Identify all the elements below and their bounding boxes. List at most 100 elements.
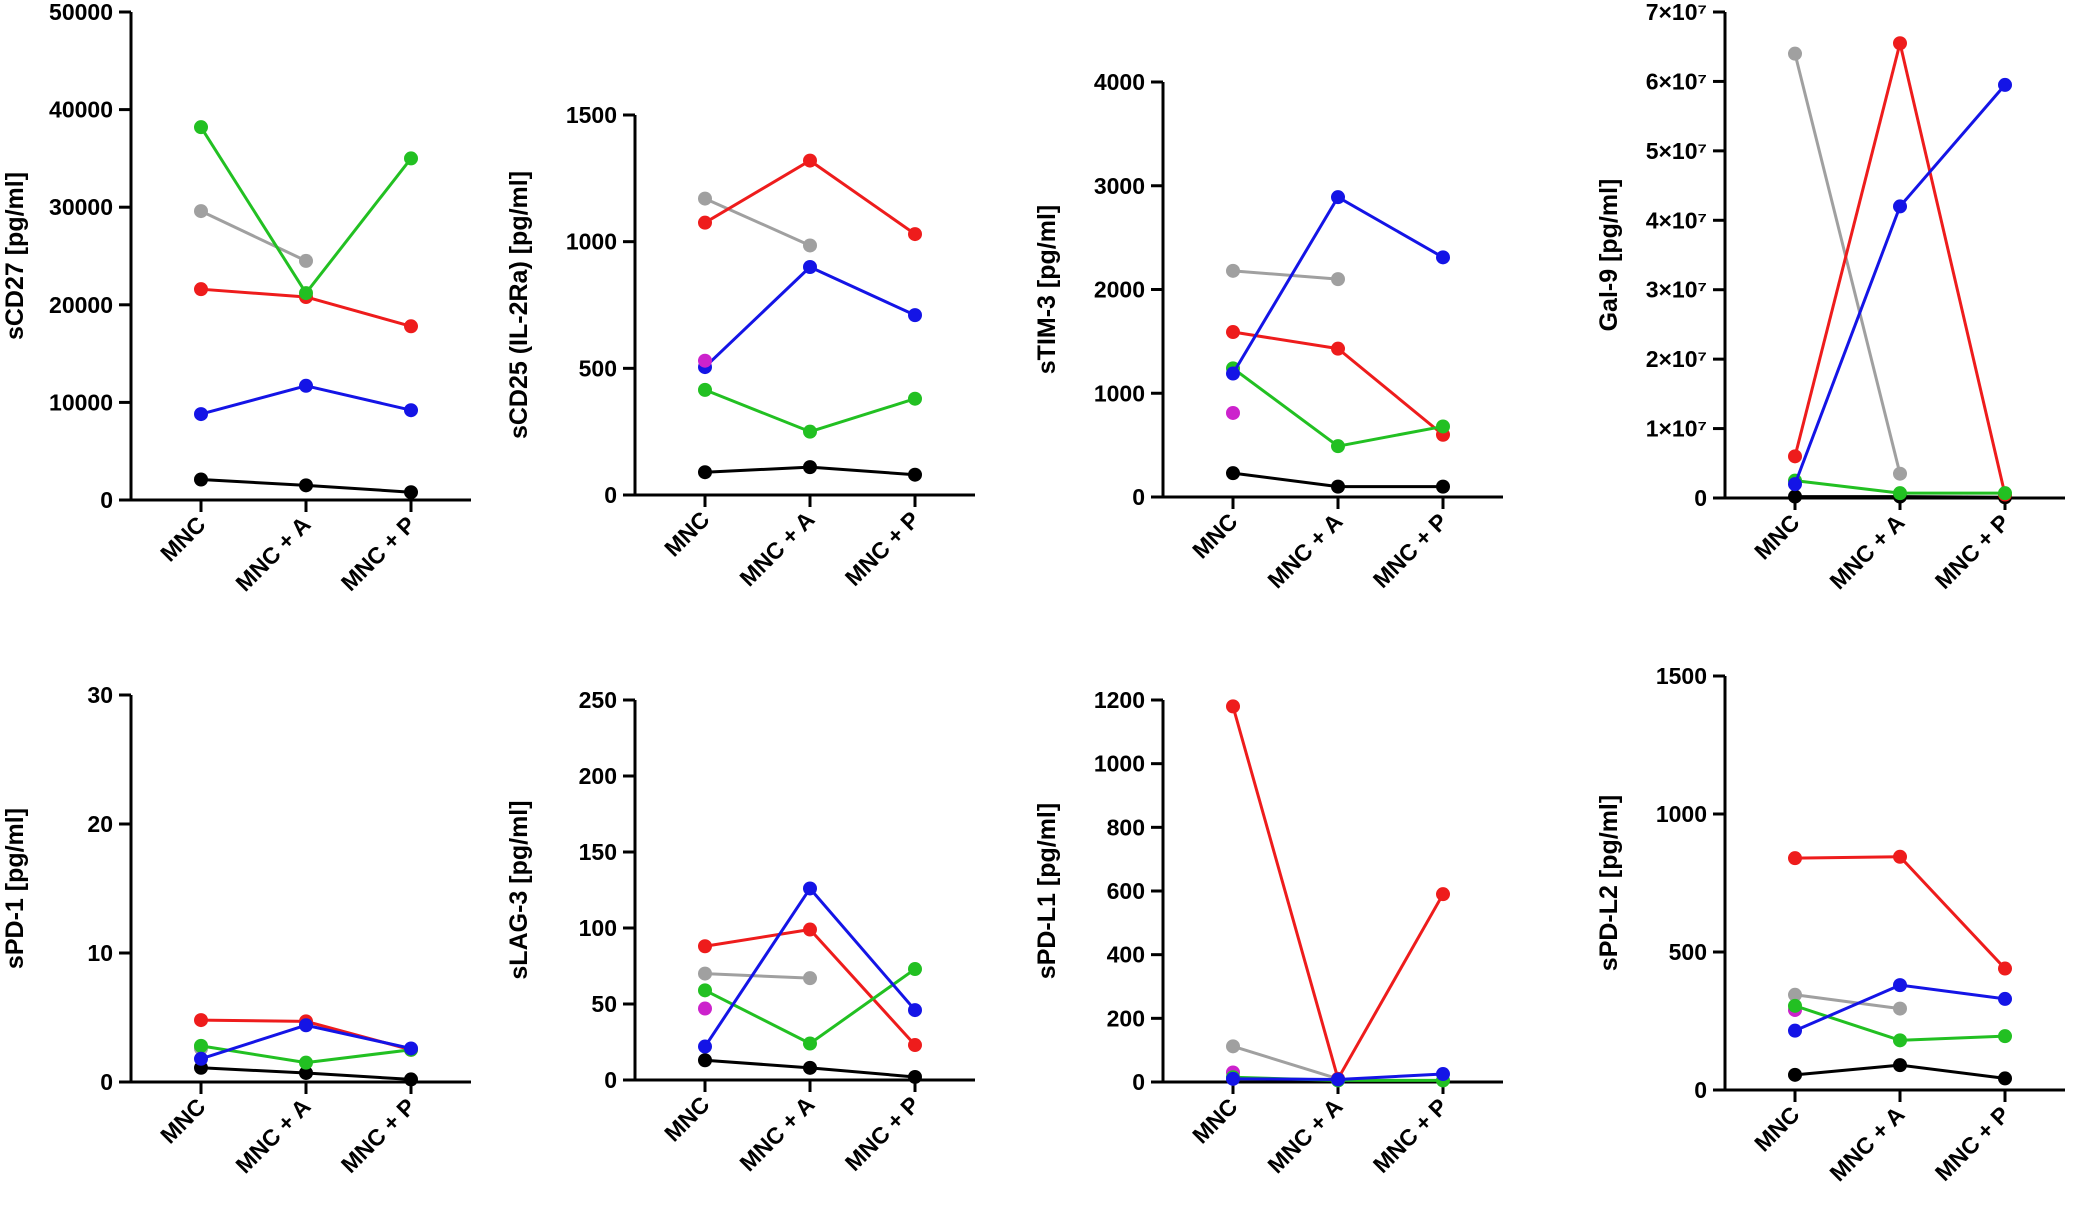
- data-point: [698, 1039, 712, 1054]
- series-black: [698, 460, 922, 482]
- data-point: [1998, 77, 2012, 92]
- y-tick-label: 0: [1694, 485, 1707, 511]
- series-line-segment: [704, 159, 811, 224]
- series-line-segment: [1337, 1072, 1444, 1081]
- series-red: [698, 153, 922, 242]
- data-point: [1436, 887, 1450, 902]
- y-tick-label: 2×10⁷: [1646, 346, 1707, 372]
- y-tick-label: 500: [1669, 939, 1707, 965]
- data-point: [1998, 961, 2012, 976]
- series-green: [1226, 361, 1450, 454]
- y-tick-label: 1000: [1094, 751, 1145, 777]
- series-line-segment: [809, 967, 916, 1045]
- y-tick-label: 4000: [1094, 69, 1145, 95]
- series-line-segment: [1232, 330, 1339, 351]
- series-line-segment: [1232, 367, 1339, 448]
- series-line-segment: [1794, 1063, 1901, 1077]
- series-grey: [698, 191, 817, 253]
- series-line-segment: [1794, 479, 1901, 495]
- series-line-segment: [305, 384, 412, 412]
- series-line-segment: [1337, 195, 1444, 259]
- series-green: [194, 120, 418, 301]
- x-tick-label: MNC + P: [336, 511, 421, 596]
- series-green: [1788, 473, 2012, 501]
- series-line-segment: [1899, 1063, 2006, 1080]
- chart-panel-3: 0 1000 2000 3000 4000 MNC MNC + A MNC + P sTIM-3…: [1033, 69, 1503, 593]
- data-point: [404, 1072, 418, 1087]
- y-tick-label: 0: [1132, 1069, 1145, 1095]
- data-point: [1226, 263, 1240, 278]
- series-line-segment: [809, 465, 916, 477]
- data-point: [1893, 1033, 1907, 1048]
- series-green: [698, 382, 922, 439]
- y-axis-title: sTIM-3 [pg/ml]: [1033, 205, 1061, 374]
- data-point: [1226, 466, 1240, 481]
- series-magenta: [698, 1001, 712, 1016]
- series-line-segment: [200, 1023, 307, 1061]
- x-tick-label: MNC + A: [1262, 508, 1347, 593]
- data-point: [299, 1065, 313, 1080]
- series-line-segment: [808, 928, 917, 1047]
- series-grey: [698, 966, 817, 986]
- chart-panel-2: 0 500 1000 1500 MNC MNC + A MNC + P sCD25 (IL-2…: [505, 102, 975, 591]
- data-point: [698, 1001, 712, 1016]
- y-tick-label: 30: [87, 682, 113, 708]
- data-point: [1331, 479, 1345, 494]
- chart-panel-7: 0 200 400 600 800 1000 1200 MNC MNC + A MNC + P sP…: [1033, 687, 1503, 1178]
- series-red: [194, 282, 418, 334]
- data-point: [1893, 199, 1907, 214]
- series-red: [1788, 849, 2012, 976]
- data-point: [1998, 486, 2012, 501]
- data-point: [803, 971, 817, 986]
- data-point: [1788, 449, 1802, 464]
- series-line-segment: [809, 265, 916, 317]
- data-point: [1788, 987, 1802, 1002]
- data-point: [194, 120, 208, 135]
- data-point: [1788, 477, 1802, 492]
- series-grey: [1788, 987, 1907, 1016]
- series-line-segment: [305, 1048, 412, 1065]
- y-tick-label: 3000: [1094, 173, 1145, 199]
- x-tick-label: MNC + A: [734, 506, 819, 591]
- data-point: [404, 485, 418, 500]
- y-tick-label: 20000: [49, 292, 113, 318]
- y-tick-label: 800: [1107, 814, 1145, 840]
- data-point: [194, 1013, 208, 1028]
- series-blue: [194, 1018, 418, 1066]
- data-point: [908, 1003, 922, 1018]
- y-tick-label: 0: [604, 1067, 617, 1093]
- data-point: [698, 191, 712, 206]
- data-point: [1893, 486, 1907, 501]
- data-point: [299, 478, 313, 493]
- y-tick-label: 400: [1107, 942, 1145, 968]
- series-red: [698, 922, 922, 1053]
- series-line-segment: [1336, 893, 1445, 1080]
- data-point: [803, 424, 817, 439]
- data-point: [1998, 1071, 2012, 1086]
- y-axis-title: Gal-9 [pg/ml]: [1595, 179, 1623, 332]
- series-magenta: [698, 353, 712, 368]
- data-point: [1788, 1023, 1802, 1038]
- series-line-segment: [809, 159, 916, 236]
- series-line-segment: [1231, 196, 1340, 375]
- data-point: [803, 881, 817, 896]
- x-tick-label: MNC: [1187, 1093, 1242, 1148]
- x-tick-label: MNC + P: [840, 506, 925, 591]
- data-point: [1998, 1029, 2012, 1044]
- series-line-segment: [200, 478, 307, 487]
- data-point: [698, 1053, 712, 1068]
- series-line-segment: [1232, 269, 1339, 281]
- data-point: [299, 253, 313, 268]
- series-line-segment: [703, 887, 812, 1048]
- data-point: [1226, 1039, 1240, 1054]
- series-magenta: [1226, 405, 1240, 420]
- series-line-segment: [809, 1066, 916, 1079]
- y-axis-title: sCD25 (IL-2Ra) [pg/ml]: [505, 171, 533, 439]
- series-line-segment: [1794, 1004, 1901, 1042]
- data-point: [299, 1055, 313, 1070]
- x-tick-label: MNC + P: [840, 1091, 925, 1176]
- data-point: [1893, 36, 1907, 51]
- data-point: [1998, 991, 2012, 1006]
- data-point: [1893, 849, 1907, 864]
